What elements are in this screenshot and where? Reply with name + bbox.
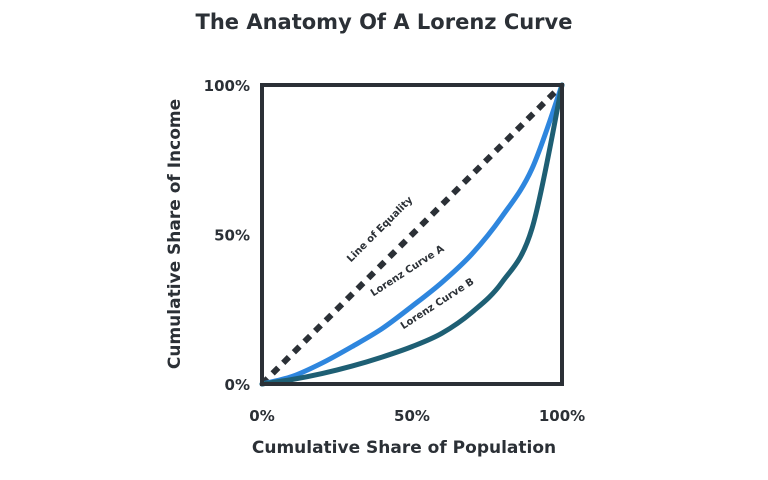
- y-tick-label: 0%: [225, 376, 250, 394]
- chart-title: The Anatomy Of A Lorenz Curve: [195, 10, 573, 34]
- plot-frame: [260, 83, 564, 386]
- y-tick-labels: 0% 50% 100%: [204, 77, 250, 394]
- x-tick-labels: 0% 50% 100%: [249, 407, 585, 425]
- x-tick-label: 50%: [394, 407, 430, 425]
- annotation-line-of-equality: Line of Equality: [345, 194, 415, 264]
- x-tick-label: 100%: [539, 407, 585, 425]
- series-line-lorenz-curve-b: [259, 82, 565, 387]
- y-tick-label: 50%: [214, 227, 250, 245]
- plot-series: [259, 82, 565, 387]
- x-tick-label: 0%: [249, 407, 274, 425]
- series-line-lorenz-curve-a: [259, 82, 565, 387]
- y-tick-label: 100%: [204, 77, 250, 95]
- series-line-line-of-equality: [259, 82, 565, 387]
- x-axis-label: Cumulative Share of Population: [251, 438, 557, 458]
